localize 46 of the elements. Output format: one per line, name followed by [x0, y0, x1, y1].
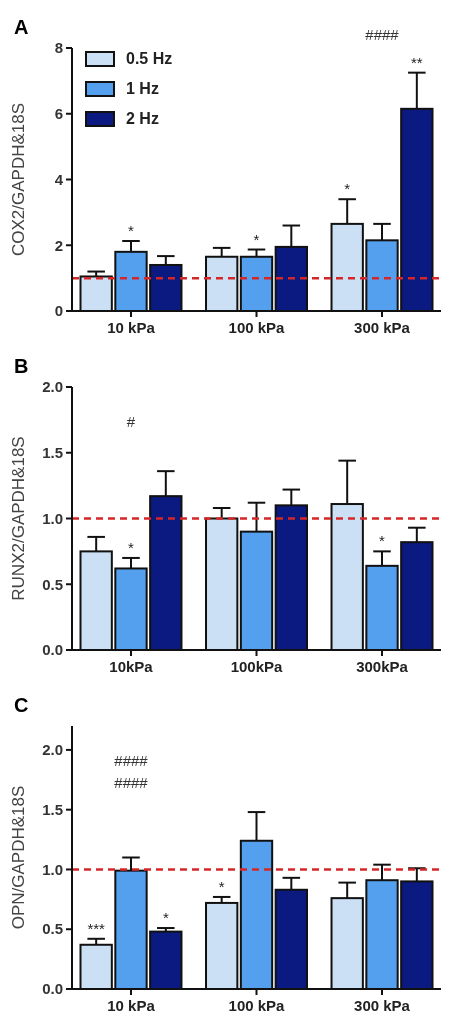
x-tick-label: 300 kPa [354, 319, 411, 336]
y-tick-label: 0 [54, 302, 63, 320]
y-tick-label: 1.0 [42, 860, 63, 878]
x-tick-label: 100kPa [230, 658, 284, 675]
y-tick-label: 4 [54, 170, 64, 188]
x-tick-label: 10 kPa [107, 997, 156, 1014]
y-tick-label: 2.0 [42, 378, 63, 396]
data-label: *** [87, 919, 106, 937]
y-tick-label: 0.5 [42, 575, 63, 593]
legend-label: 0.5 Hz [126, 50, 173, 67]
annotation: # [126, 413, 136, 430]
y-tick-label: 1.0 [42, 509, 63, 527]
y-axis-title: OPN/GAPDH&18S [9, 785, 28, 930]
y-tick-label: 8 [54, 39, 63, 57]
data-label: * [218, 877, 225, 895]
y-tick-label: 0.0 [42, 641, 63, 659]
data-label: * [162, 909, 169, 927]
y-tick-label: 1.5 [42, 800, 63, 818]
y-tick-label: 2 [54, 236, 63, 254]
y-tick-label: 2.0 [42, 741, 63, 759]
text: #### [365, 26, 400, 43]
chart-title: A [14, 16, 29, 38]
x-tick-label: 10 kPa [107, 319, 156, 336]
y-axis-title: COX2/GAPDH&18S [9, 102, 28, 257]
legend-label: 2 Hz [126, 110, 159, 127]
x-tick-label: 10kPa [109, 658, 154, 675]
annotation: #### [114, 752, 149, 769]
chart-title: C [14, 694, 29, 716]
x-tick-label: 100 kPa [228, 997, 286, 1014]
data-label: * [128, 538, 135, 556]
data-label: * [128, 221, 135, 239]
x-tick-label: 300 kPa [354, 997, 411, 1014]
annotation: #### [114, 774, 149, 791]
data-label: * [253, 230, 260, 248]
x-tick-label: 300kPa [356, 658, 409, 675]
y-tick-label: 0.0 [42, 980, 63, 998]
legend-label: 1 Hz [126, 80, 159, 97]
data-label: * [379, 532, 386, 550]
chart-title: B [14, 355, 29, 377]
data-label: ** [410, 53, 423, 71]
y-axis-title: RUNX2/GAPDH&18S [9, 436, 28, 601]
y-tick-label: 0.5 [42, 920, 63, 938]
x-tick-label: 100 kPa [228, 319, 286, 336]
data-label: * [344, 180, 351, 198]
y-tick-label: 1.5 [42, 444, 63, 461]
y-tick-label: 6 [54, 105, 63, 122]
